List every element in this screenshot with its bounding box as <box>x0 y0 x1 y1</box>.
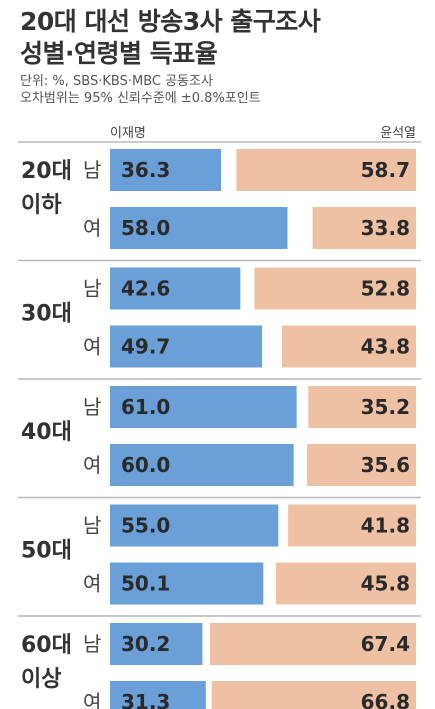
margin-of-error-note: 오차범위는 95% 신뢰수준에 ±0.8%포인트 <box>20 91 261 106</box>
bar-lee <box>110 325 263 368</box>
age-label: 이하 <box>21 193 62 218</box>
bar-yoon <box>312 207 416 249</box>
bar-yoon <box>288 504 416 547</box>
gender-label: 여 <box>83 335 101 359</box>
value-label-lee: 42.6 <box>121 277 170 301</box>
value-label-lee: 36.3 <box>121 158 170 182</box>
bar-lee <box>110 444 294 486</box>
value-label-lee: 30.2 <box>121 632 170 656</box>
legend-lee: 이재명 <box>110 126 146 141</box>
age-label: 30대 <box>21 302 72 327</box>
gender-label: 여 <box>83 216 101 240</box>
value-label-lee: 49.7 <box>121 335 170 359</box>
gender-label: 남 <box>83 395 101 419</box>
bar-yoon <box>254 267 416 310</box>
gender-label: 남 <box>83 632 101 656</box>
value-label-lee: 50.1 <box>121 572 170 596</box>
gender-label: 여 <box>83 572 101 596</box>
bar-lee <box>110 149 222 191</box>
bar-lee <box>110 562 264 605</box>
bar-lee <box>110 386 297 428</box>
bar-lee <box>110 681 206 709</box>
value-label-yoon: 45.8 <box>361 572 410 596</box>
title-line-1: 20대 대선 방송3사 출구조사 <box>20 7 321 36</box>
value-label-yoon: 35.6 <box>361 453 410 477</box>
value-label-lee: 55.0 <box>121 514 170 538</box>
bar-yoon <box>275 562 416 605</box>
bar-yoon <box>236 149 416 191</box>
value-label-yoon: 33.8 <box>361 216 410 240</box>
chart-title: 20대 대선 방송3사 출구조사 성별·연령별 득표율 <box>20 6 430 70</box>
value-label-yoon: 58.7 <box>361 158 410 182</box>
title-line-2: 성별·연령별 득표율 <box>20 39 218 68</box>
value-label-lee: 31.3 <box>121 690 170 709</box>
value-label-yoon: 66.8 <box>361 690 410 709</box>
value-label-yoon: 43.8 <box>361 335 410 359</box>
bar-yoon <box>281 325 416 368</box>
value-label-yoon: 52.8 <box>361 277 410 301</box>
bar-yoon <box>209 623 416 665</box>
value-label-lee: 60.0 <box>121 453 170 477</box>
bar-yoon <box>307 444 416 486</box>
bar-yoon <box>308 386 416 428</box>
age-label: 60대 <box>21 633 72 658</box>
bar-lee <box>110 623 203 665</box>
bar-lee <box>110 207 288 249</box>
value-label-yoon: 41.8 <box>361 514 410 538</box>
bar-yoon <box>211 681 416 709</box>
age-label: 50대 <box>21 539 72 564</box>
bar-lee <box>110 267 241 310</box>
age-label: 40대 <box>21 420 72 445</box>
value-label-yoon: 67.4 <box>361 632 410 656</box>
gender-label: 남 <box>83 514 101 538</box>
gender-label: 남 <box>83 277 101 301</box>
chart-notes: 단위: %, SBS·KBS·MBC 공동조사 오차범위는 95% 신뢰수준에 … <box>20 73 430 107</box>
bar-lee <box>110 504 279 547</box>
value-label-lee: 61.0 <box>121 395 170 419</box>
gender-label: 여 <box>83 453 101 477</box>
value-label-lee: 58.0 <box>121 216 170 240</box>
value-label-yoon: 35.2 <box>361 395 410 419</box>
unit-source-note: 단위: %, SBS·KBS·MBC 공동조사 <box>20 74 213 89</box>
age-label: 20대 <box>21 159 72 184</box>
gender-label: 남 <box>83 158 101 182</box>
legend-yoon: 윤석열 <box>380 126 416 141</box>
gender-label: 여 <box>83 690 101 709</box>
age-label: 이상 <box>21 667 61 692</box>
